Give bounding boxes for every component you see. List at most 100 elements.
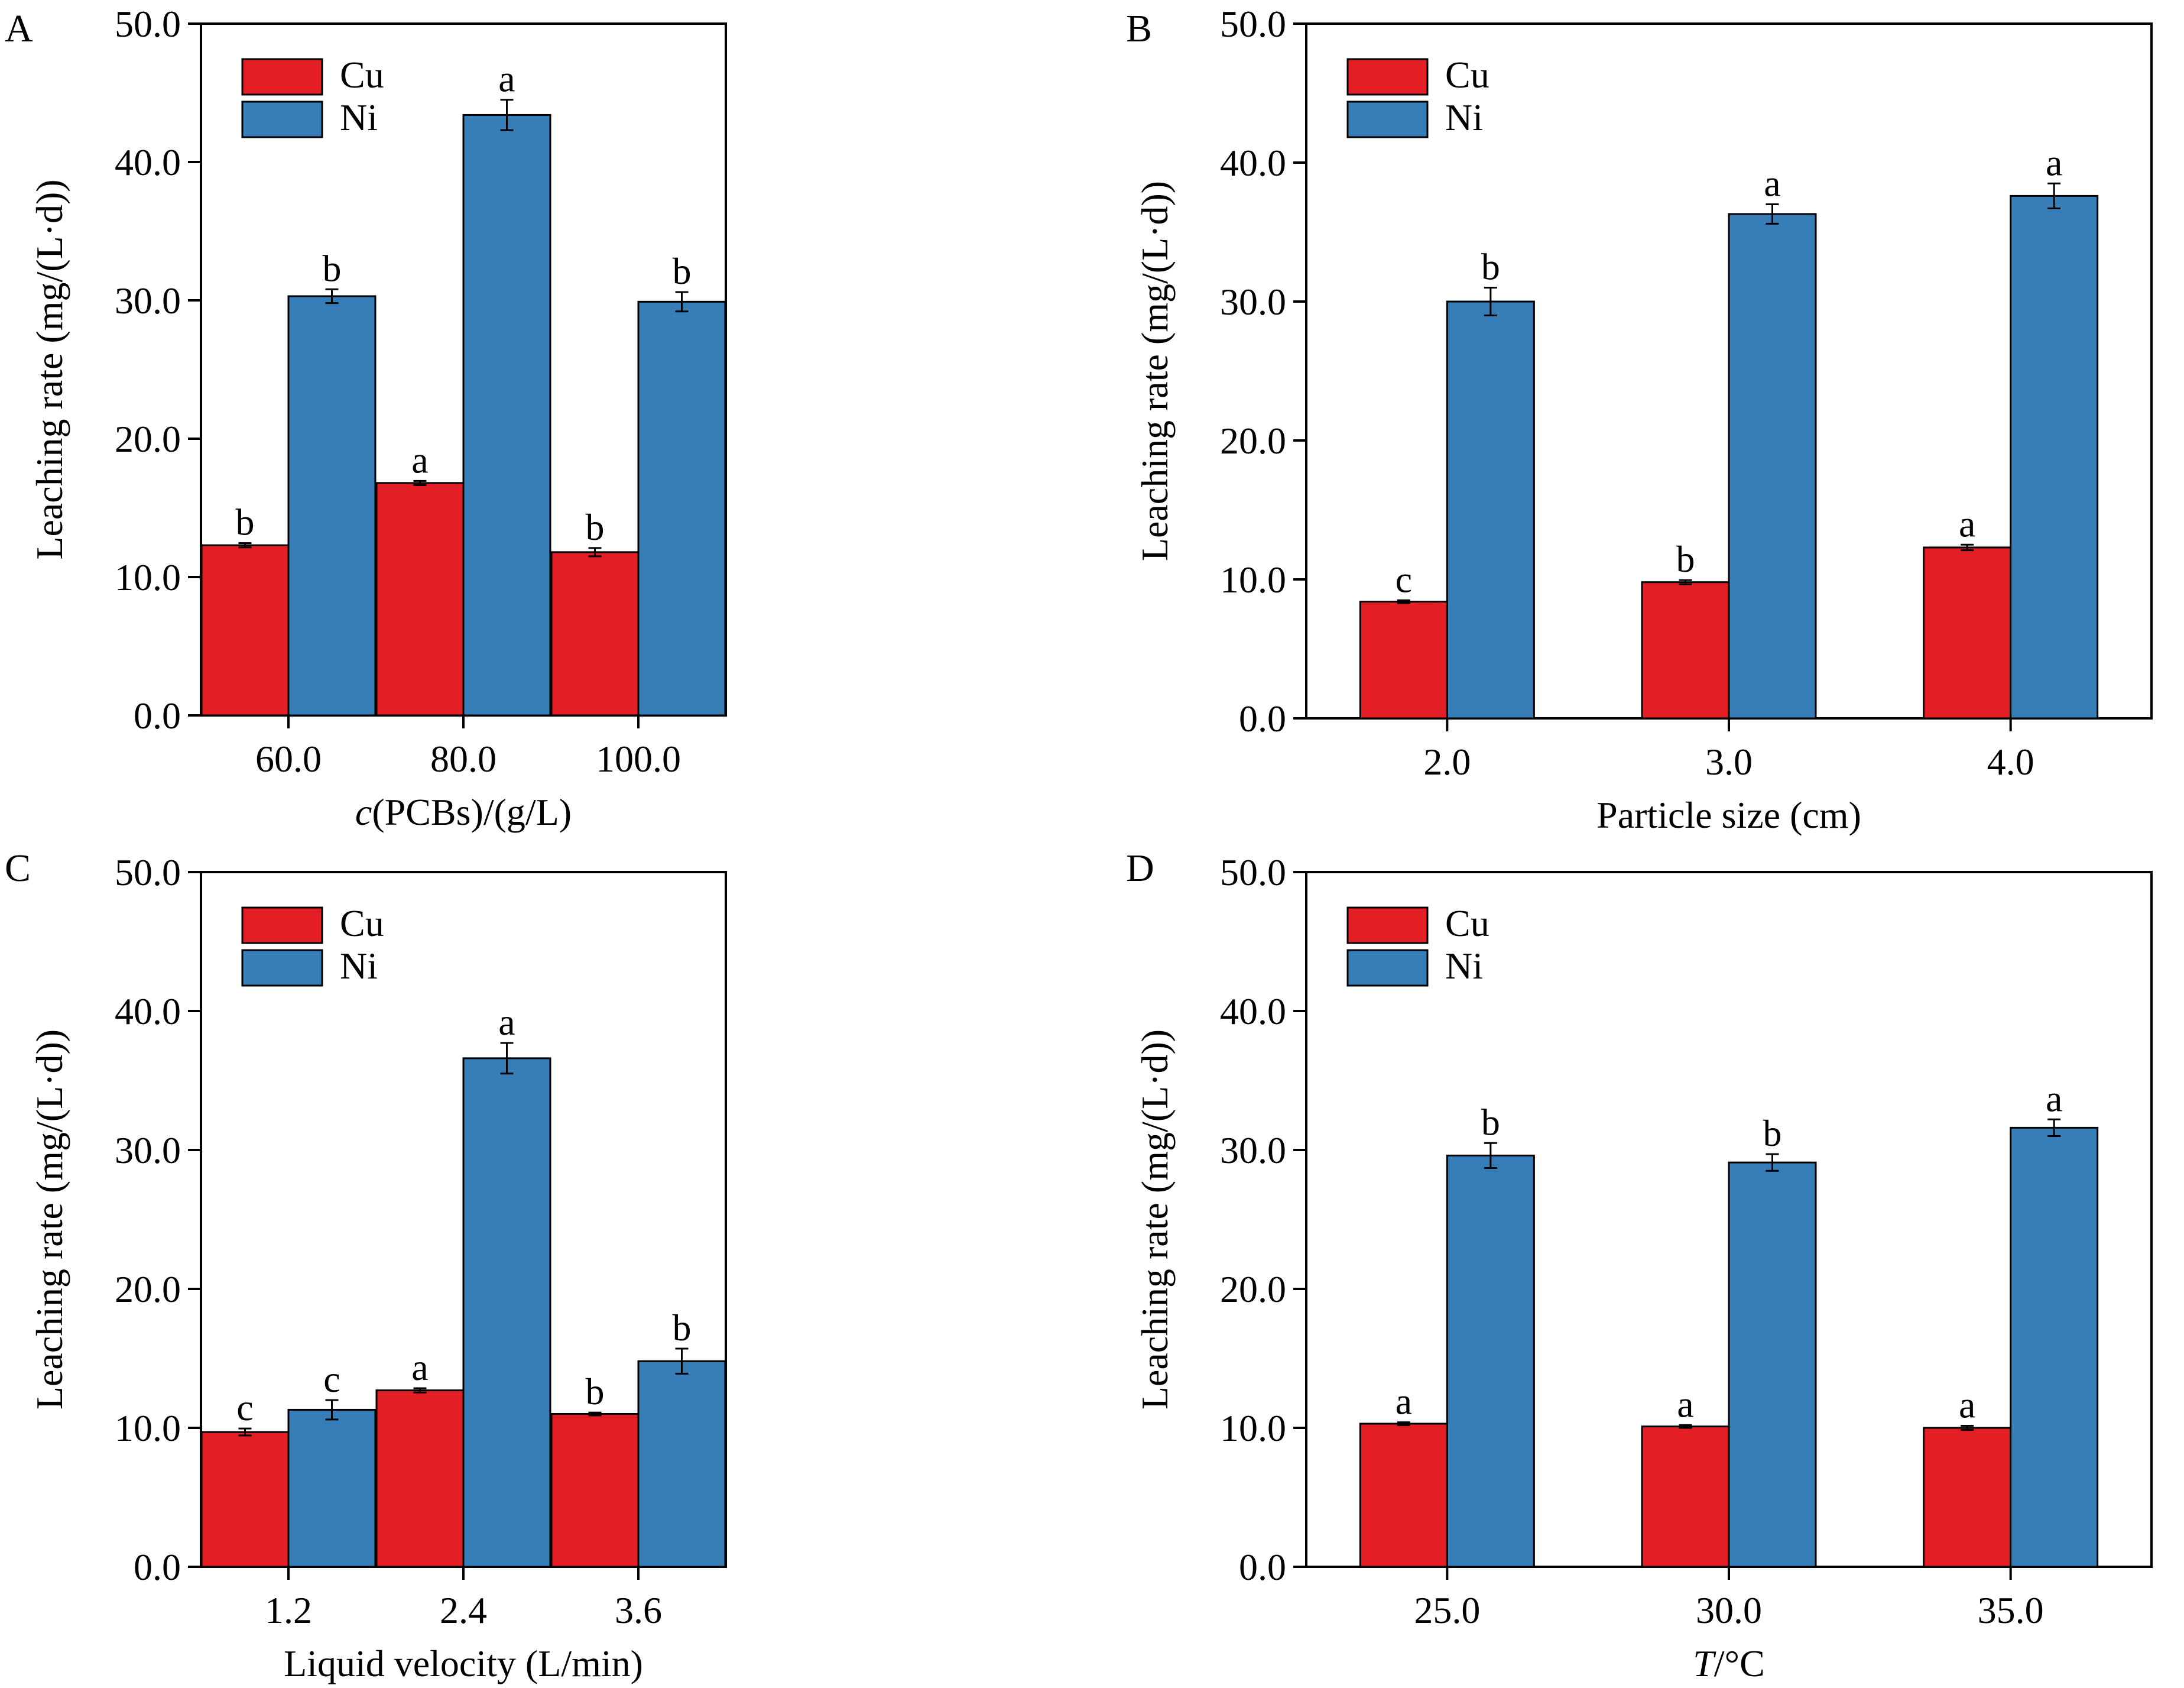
y-tick-label: 10.0 <box>1220 1407 1286 1449</box>
legend-swatch-ni <box>1346 101 1429 138</box>
y-axis-title: Leaching rate (mg/(L·d)) <box>28 1029 70 1410</box>
legend-label-ni: Ni <box>1445 96 1483 138</box>
x-tick-label: 25.0 <box>1414 1589 1480 1631</box>
significance-label: a <box>1764 163 1780 205</box>
x-axis-title-text: Liquid velocity (L/min) <box>284 1642 643 1684</box>
y-tick-label: 40.0 <box>115 141 181 183</box>
y-tick-label: 0.0 <box>134 1546 181 1588</box>
bar-cu <box>200 1431 290 1568</box>
significance-label: b <box>673 250 692 292</box>
y-tick-label: 10.0 <box>115 556 181 598</box>
y-tick-label: 50.0 <box>1220 3 1286 45</box>
legend-label-ni: Ni <box>340 96 378 138</box>
significance-label: a <box>1959 1384 1975 1425</box>
legend-label-ni: Ni <box>1445 945 1483 987</box>
bar-ni <box>637 1360 726 1568</box>
legend-label-ni: Ni <box>340 945 378 987</box>
legend-label-cu: Cu <box>1445 54 1489 96</box>
significance-label: a <box>1677 1383 1693 1425</box>
significance-label: b <box>586 1371 605 1412</box>
bar-cu <box>1359 601 1448 720</box>
bar-ni <box>462 1057 551 1568</box>
y-tick-label: 50.0 <box>115 3 181 45</box>
significance-label: b <box>1763 1112 1782 1154</box>
significance-label: b <box>586 506 605 548</box>
bar-cu <box>550 551 640 717</box>
y-tick-label: 30.0 <box>115 280 181 322</box>
x-tick-label: 80.0 <box>430 738 496 780</box>
bar-cu <box>375 1389 465 1568</box>
bar-ni <box>1446 1154 1535 1568</box>
x-axis-title-text: Particle size (cm) <box>1596 794 1861 836</box>
y-tick-label: 20.0 <box>1220 1268 1286 1310</box>
x-axis-title: T/°C <box>1693 1642 1765 1684</box>
bar-ni <box>637 300 726 717</box>
bar-ni <box>1446 300 1535 720</box>
bar-ni <box>1728 213 1817 720</box>
significance-label: a <box>411 1346 428 1388</box>
legend-swatch-cu <box>1346 906 1429 944</box>
y-axis-title: Leaching rate (mg/(L·d)) <box>1134 181 1176 561</box>
x-axis-title: c(PCBs)/(g/L) <box>355 791 572 833</box>
x-axis-title-symbol: c <box>355 791 372 833</box>
panel-b: B 0.0 10.0 20.0 30.0 40.0 50.0 Leaching rate (m… <box>1126 3 2153 836</box>
legend-swatch-ni <box>241 101 323 138</box>
x-tick-label: 3.0 <box>1705 741 1753 783</box>
x-tick-label: 3.6 <box>615 1589 662 1631</box>
y-tick-label: 50.0 <box>1220 851 1286 893</box>
y-tick-label: 40.0 <box>1220 142 1286 184</box>
panel-d: D 0.0 10.0 20.0 30.0 40.0 50.0 Leaching rate (m… <box>1126 847 2153 1684</box>
x-axis-title-text: /°C <box>1714 1642 1765 1684</box>
y-tick-label: 30.0 <box>115 1129 181 1171</box>
legend-swatch-ni <box>241 949 323 987</box>
panel-label: D <box>1126 847 1154 890</box>
significance-label: a <box>498 1001 515 1043</box>
y-tick-label: 20.0 <box>115 1268 181 1310</box>
y-tick-label: 30.0 <box>1220 281 1286 323</box>
y-tick-label: 20.0 <box>1220 420 1286 462</box>
bar-ni <box>2010 195 2099 720</box>
bar-ni <box>287 1408 377 1568</box>
legend-swatch-ni <box>1346 949 1429 987</box>
x-tick-label: 4.0 <box>1987 741 2034 783</box>
significance-label: c <box>236 1386 253 1428</box>
y-tick-label: 0.0 <box>1239 698 1286 740</box>
y-tick-label: 0.0 <box>1239 1546 1286 1588</box>
significance-label: b <box>1481 1101 1500 1143</box>
legend-swatch-cu <box>1346 58 1429 96</box>
significance-label: a <box>2046 1077 2062 1119</box>
panel-a: A 0.0 10.0 20.0 30.0 40.0 50.0 Leaching rate (m… <box>5 3 727 833</box>
x-tick-label: 2.4 <box>440 1589 487 1631</box>
y-tick-label: 30.0 <box>1220 1129 1286 1171</box>
legend-swatch-cu <box>241 906 323 944</box>
legend-label-cu: Cu <box>1445 902 1489 944</box>
significance-label: b <box>323 247 342 289</box>
bar-ni <box>287 295 377 717</box>
significance-label: b <box>1481 246 1500 288</box>
y-axis-title: Leaching rate (mg/(L·d)) <box>1134 1029 1176 1410</box>
significance-label: a <box>1959 503 1975 545</box>
x-axis-title: Particle size (cm) <box>1596 794 1861 836</box>
significance-label: a <box>1396 1381 1412 1423</box>
y-tick-label: 40.0 <box>115 990 181 1032</box>
y-tick-label: 10.0 <box>1220 559 1286 601</box>
legend-swatch-cu <box>241 58 323 96</box>
significance-label: a <box>411 439 428 481</box>
y-tick-label: 50.0 <box>115 851 181 893</box>
x-tick-label: 30.0 <box>1696 1589 1762 1631</box>
bar-cu <box>1641 581 1730 720</box>
y-axis-title: Leaching rate (mg/(L·d)) <box>28 179 70 559</box>
panel-label: A <box>5 7 33 50</box>
significance-label: b <box>236 501 255 543</box>
significance-label: a <box>498 58 515 100</box>
panel-label: C <box>5 847 31 890</box>
y-tick-label: 10.0 <box>115 1407 181 1449</box>
bar-ni <box>1728 1161 1817 1568</box>
significance-label: a <box>2046 141 2062 183</box>
significance-label: c <box>323 1358 340 1400</box>
panel-c: C 0.0 10.0 20.0 30.0 40.0 50.0 Leaching rate (m… <box>5 847 727 1684</box>
bar-cu <box>1641 1425 1730 1568</box>
x-axis-title: Liquid velocity (L/min) <box>284 1642 643 1684</box>
legend-label-cu: Cu <box>340 902 384 944</box>
